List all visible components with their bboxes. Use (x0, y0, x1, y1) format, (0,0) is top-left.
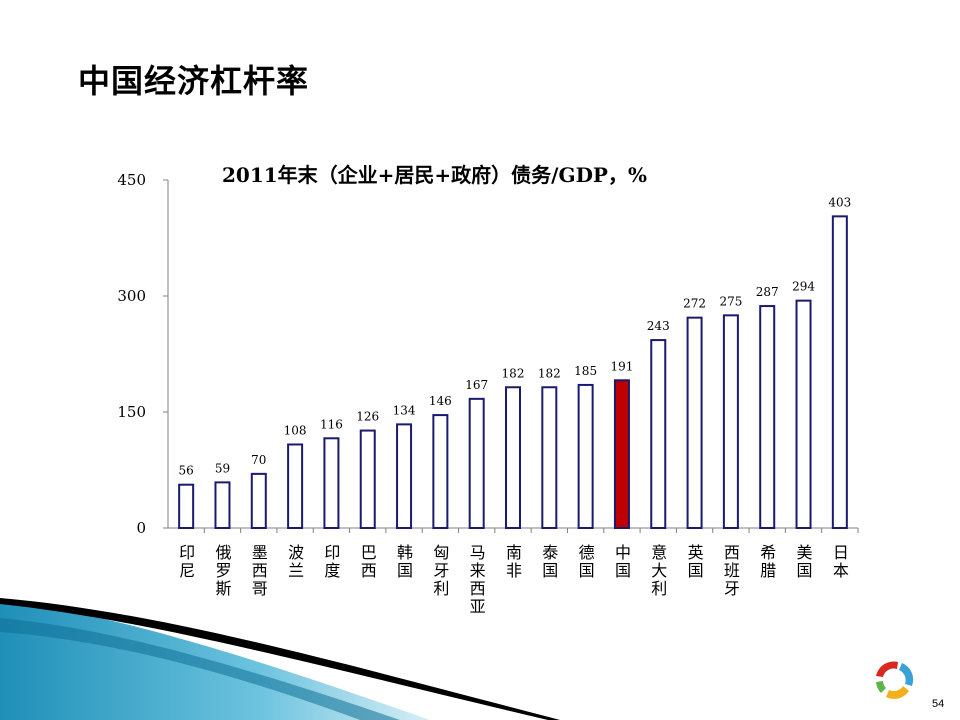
data-label: 56 (179, 464, 194, 478)
category-label: 国 (579, 561, 595, 580)
data-label: 185 (574, 364, 597, 378)
category-label: 波 (288, 543, 304, 562)
category-label: 兰 (288, 561, 304, 580)
y-tick-label: 0 (136, 519, 146, 537)
category-label: 西 (361, 561, 377, 580)
category-label: 牙 (433, 561, 449, 580)
data-label: 126 (356, 410, 379, 424)
category-label: 本 (833, 561, 849, 580)
category-label: 西 (470, 579, 486, 598)
bar-匈牙利 (432, 414, 449, 529)
category-label: 尼 (179, 561, 195, 580)
bar-泰国 (541, 386, 558, 529)
category-label: 中 (615, 543, 631, 562)
category-label: 日 (833, 543, 849, 562)
bar-西班牙 (722, 314, 739, 530)
bar-英国 (686, 316, 703, 529)
category-label: 国 (397, 561, 413, 580)
y-tick-label: 150 (117, 403, 146, 421)
category-label: 德 (579, 543, 595, 562)
data-label: 59 (215, 461, 230, 475)
bar-巴西 (359, 429, 376, 529)
data-label: 191 (610, 359, 633, 373)
category-label: 匈 (433, 543, 449, 562)
bar-波兰 (287, 443, 304, 530)
bar-日本 (831, 215, 848, 529)
data-label: 116 (320, 417, 343, 431)
data-label: 70 (251, 453, 266, 467)
category-label: 罗 (215, 561, 231, 580)
data-label: 108 (284, 423, 307, 437)
data-label: 294 (792, 280, 815, 294)
bar-印度 (323, 437, 340, 529)
category-label: 斯 (215, 579, 231, 598)
bar-马来西亚 (468, 397, 485, 529)
bar-墨西哥 (250, 472, 267, 530)
page-title: 中国经济杠杆率 (78, 62, 310, 100)
category-label: 泰 (542, 543, 558, 562)
bar-希腊 (759, 305, 776, 530)
data-label: 403 (828, 195, 851, 209)
category-label: 腊 (760, 561, 776, 580)
category-label: 韩 (397, 543, 413, 562)
bar-韩国 (396, 423, 413, 529)
bar-俄罗斯 (214, 481, 231, 529)
category-label: 意 (651, 543, 667, 562)
category-label: 印 (179, 543, 195, 562)
data-label: 243 (647, 319, 670, 333)
data-label: 134 (393, 403, 416, 417)
category-label: 希 (760, 543, 776, 562)
category-label: 哥 (252, 579, 268, 598)
y-tick-label: 450 (117, 171, 146, 189)
category-label: 南 (506, 543, 522, 562)
category-label: 利 (433, 579, 449, 598)
data-label: 182 (502, 366, 525, 380)
category-label: 巴 (361, 543, 377, 562)
category-label: 美 (797, 543, 813, 562)
category-label: 来 (470, 561, 486, 580)
data-label: 167 (465, 378, 488, 392)
category-label: 西 (724, 543, 740, 562)
data-label: 272 (683, 297, 706, 311)
data-label: 287 (756, 285, 779, 299)
category-label: 大 (651, 561, 667, 580)
category-label: 墨 (252, 543, 268, 562)
category-label: 马 (470, 543, 486, 562)
category-label: 西 (252, 561, 268, 580)
bar-中国 (613, 379, 630, 529)
category-label: 国 (615, 561, 631, 580)
category-label: 国 (688, 561, 704, 580)
category-label: 印 (324, 543, 340, 562)
category-label: 牙 (724, 579, 740, 598)
data-label: 275 (719, 294, 742, 308)
category-label: 国 (542, 561, 558, 580)
bar-印尼 (178, 483, 195, 529)
category-label: 利 (651, 579, 667, 598)
page-number: 54 (932, 698, 945, 710)
data-label: 146 (429, 394, 452, 408)
category-label: 亚 (470, 597, 486, 616)
category-label: 度 (324, 561, 340, 580)
category-label: 非 (506, 561, 522, 580)
chart-title: 2011年末（企业+居民+政府）债务/GDP，% (222, 163, 647, 187)
bar-意大利 (650, 339, 667, 529)
y-tick-label: 300 (117, 287, 146, 305)
data-label: 182 (538, 366, 561, 380)
bar-德国 (577, 383, 594, 529)
bar-南非 (505, 386, 521, 529)
category-label: 英 (688, 543, 704, 562)
category-label: 班 (724, 561, 740, 580)
category-label: 俄 (215, 543, 231, 562)
bar-美国 (795, 299, 812, 530)
category-label: 国 (797, 561, 813, 580)
